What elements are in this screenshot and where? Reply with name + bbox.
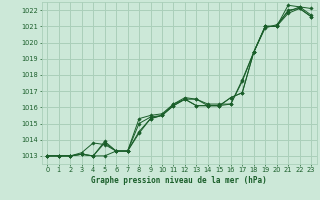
X-axis label: Graphe pression niveau de la mer (hPa): Graphe pression niveau de la mer (hPa) — [91, 176, 267, 185]
